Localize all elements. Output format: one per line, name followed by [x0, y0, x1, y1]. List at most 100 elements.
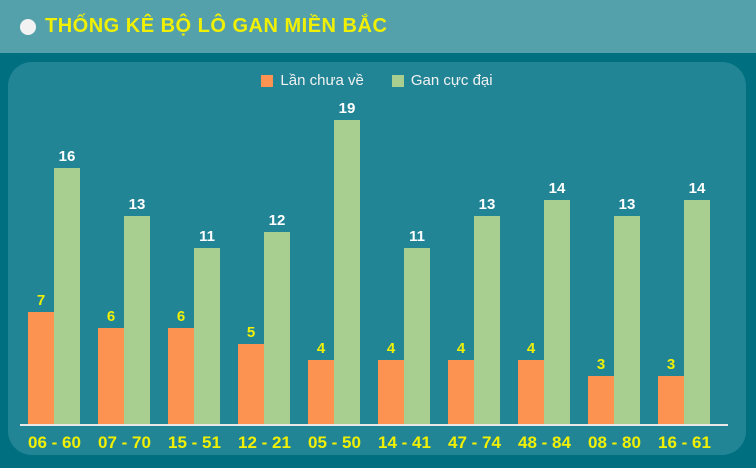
bar-value-label: 14 — [548, 180, 566, 197]
category-label: 06 - 60 — [28, 433, 81, 452]
bar-chart: 7 16 6 13 6 11 5 12 4 19 4 11 4 13 4 14 3 13 3 14 — [8, 94, 746, 424]
x-axis-line — [20, 424, 728, 426]
chart-panel: Lần chưa về Gan cực đại 7 16 6 13 6 11 5 12 4 19 4… — [8, 62, 746, 455]
bar-1-7 — [544, 200, 570, 424]
bar-0-5 — [378, 360, 404, 424]
category-label: 16 - 61 — [658, 433, 711, 452]
bar-wrap: 19 — [334, 101, 360, 424]
bar-0-8 — [588, 376, 614, 424]
bar-value-label: 11 — [409, 228, 425, 245]
x-axis-labels: 06 - 60 07 - 70 15 - 51 12 - 21 05 - 50 14 - … — [8, 430, 746, 456]
bar-wrap: 14 — [544, 181, 570, 424]
category-label: 15 - 51 — [168, 433, 221, 452]
bar-1-5 — [404, 248, 430, 424]
bar-value-label: 4 — [316, 340, 326, 357]
bar-1-1 — [124, 216, 150, 424]
bar-wrap: 4 — [518, 341, 544, 424]
bullet-icon — [20, 18, 36, 35]
bar-value-label: 16 — [58, 148, 76, 165]
bar-wrap: 11 — [404, 229, 430, 424]
bar-1-6 — [474, 216, 500, 424]
bar-value-label: 6 — [176, 308, 186, 325]
bar-value-label: 4 — [386, 340, 396, 357]
bar-wrap: 13 — [474, 197, 500, 424]
bar-pair: 4 11 — [378, 229, 430, 424]
bar-0-7 — [518, 360, 544, 424]
bar-value-label: 6 — [106, 308, 116, 325]
chart-group: 4 11 — [378, 229, 430, 424]
bar-0-2 — [168, 328, 194, 424]
header: THỐNG KÊ BỘ LÔ GAN MIỀN BẮC — [0, 0, 756, 53]
bar-pair: 4 14 — [518, 181, 570, 424]
bar-wrap: 5 — [238, 325, 264, 424]
bar-pair: 5 12 — [238, 213, 290, 424]
bar-value-label: 19 — [338, 100, 356, 117]
chart-group: 6 13 — [98, 197, 150, 424]
chart-group: 4 19 — [308, 101, 360, 424]
bar-value-label: 7 — [36, 292, 46, 309]
legend-item-lan-chua-ve: Lần chưa về — [261, 72, 364, 89]
legend-label: Gan cực đại — [410, 72, 493, 89]
bar-pair: 4 13 — [448, 197, 500, 424]
bar-0-9 — [658, 376, 684, 424]
bar-wrap: 3 — [588, 357, 614, 424]
chart-group: 6 11 — [168, 229, 220, 424]
chart-group: 3 13 — [588, 197, 640, 424]
chart-group: 3 14 — [658, 181, 710, 424]
chart-legend: Lần chưa về Gan cực đại — [8, 72, 746, 89]
legend-label: Lần chưa về — [280, 72, 364, 89]
bar-0-0 — [28, 312, 54, 424]
bar-1-3 — [264, 232, 290, 424]
bar-1-8 — [614, 216, 640, 424]
bar-value-label: 13 — [618, 196, 636, 213]
legend-swatch-green-icon — [391, 74, 404, 87]
category-label: 48 - 84 — [518, 433, 571, 452]
chart-group: 5 12 — [238, 213, 290, 424]
bar-value-label: 13 — [128, 196, 146, 213]
bar-wrap: 3 — [658, 357, 684, 424]
bar-value-label: 4 — [456, 340, 466, 357]
bar-wrap: 6 — [168, 309, 194, 424]
bar-wrap: 14 — [684, 181, 710, 424]
bar-0-3 — [238, 344, 264, 424]
bar-value-label: 3 — [666, 356, 676, 373]
bar-value-label: 4 — [526, 340, 536, 357]
bar-wrap: 13 — [614, 197, 640, 424]
bar-wrap: 11 — [194, 229, 220, 424]
bar-value-label: 12 — [268, 212, 286, 229]
bar-1-0 — [54, 168, 80, 424]
bar-pair: 3 13 — [588, 197, 640, 424]
category-label: 05 - 50 — [308, 433, 361, 452]
bar-pair: 3 14 — [658, 181, 710, 424]
category-label: 12 - 21 — [238, 433, 291, 452]
bar-pair: 4 19 — [308, 101, 360, 424]
bar-wrap: 12 — [264, 213, 290, 424]
bar-wrap: 4 — [378, 341, 404, 424]
bar-wrap: 16 — [54, 149, 80, 424]
page-title: THỐNG KÊ BỘ LÔ GAN MIỀN BẮC — [45, 15, 388, 37]
chart-group: 4 14 — [518, 181, 570, 424]
bar-wrap: 4 — [448, 341, 474, 424]
bar-value-label: 14 — [688, 180, 706, 197]
category-label: 47 - 74 — [448, 433, 501, 452]
bar-pair: 6 11 — [168, 229, 220, 424]
category-label: 07 - 70 — [98, 433, 151, 452]
bar-value-label: 3 — [596, 356, 606, 373]
category-label: 08 - 80 — [588, 433, 641, 452]
bar-0-1 — [98, 328, 124, 424]
bar-1-9 — [684, 200, 710, 424]
bar-0-6 — [448, 360, 474, 424]
bar-1-4 — [334, 120, 360, 424]
bar-value-label: 5 — [246, 324, 256, 341]
bar-pair: 6 13 — [98, 197, 150, 424]
bar-0-4 — [308, 360, 334, 424]
bar-wrap: 4 — [308, 341, 334, 424]
bar-pair: 7 16 — [28, 149, 80, 424]
chart-group: 7 16 — [28, 149, 80, 424]
bar-value-label: 13 — [478, 196, 496, 213]
bar-wrap: 7 — [28, 293, 54, 424]
bar-wrap: 6 — [98, 309, 124, 424]
bar-1-2 — [194, 248, 220, 424]
bar-value-label: 11 — [199, 228, 215, 245]
